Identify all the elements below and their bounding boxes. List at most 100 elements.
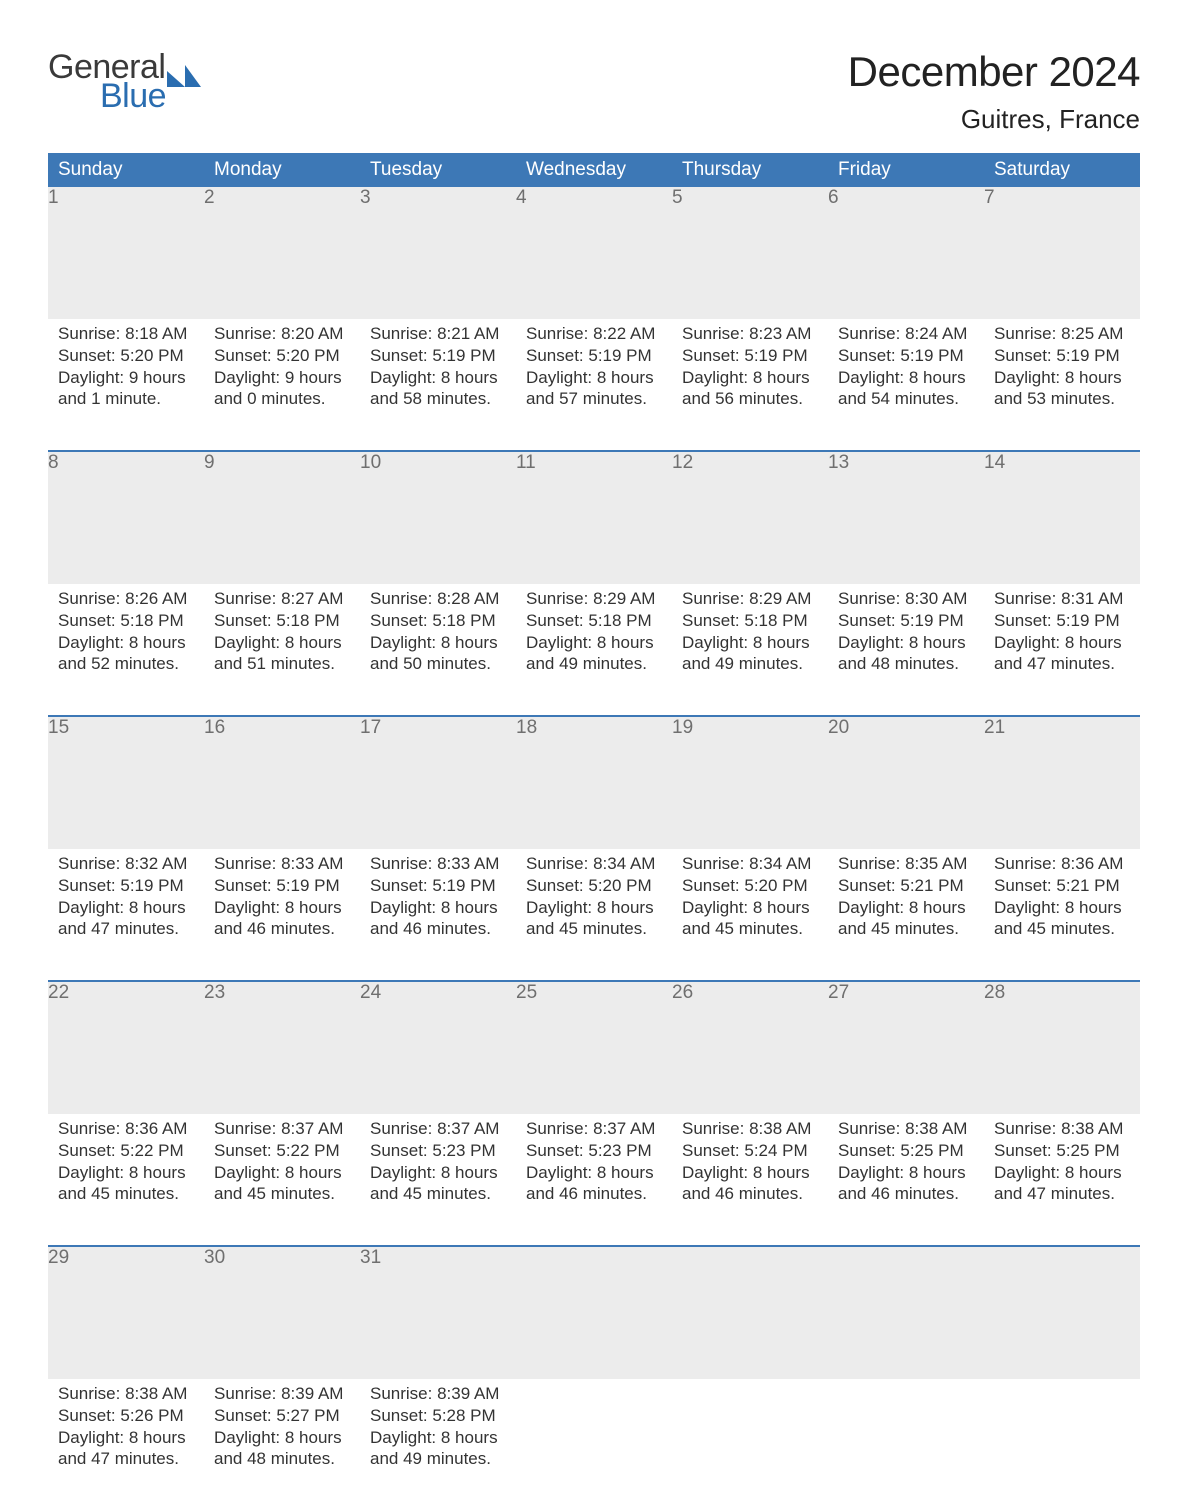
day-sunset: Sunset: 5:19 PM [994, 345, 1130, 367]
day-number: 22 [48, 982, 204, 1114]
day-d2: and 47 minutes. [994, 653, 1130, 675]
day-d2: and 52 minutes. [58, 653, 194, 675]
day-d1: Daylight: 8 hours [526, 1162, 662, 1184]
day-header: Friday [828, 153, 984, 187]
day-d1: Daylight: 8 hours [370, 897, 506, 919]
day-sunset: Sunset: 5:19 PM [526, 345, 662, 367]
day-d1: Daylight: 8 hours [370, 367, 506, 389]
day-d2: and 46 minutes. [682, 1183, 818, 1205]
day-content-row: Sunrise: 8:18 AMSunset: 5:20 PMDaylight:… [48, 319, 1140, 451]
day-d2: and 47 minutes. [58, 918, 194, 940]
day-sunset: Sunset: 5:20 PM [58, 345, 194, 367]
day-number: 14 [984, 452, 1140, 584]
day-d2: and 48 minutes. [838, 653, 974, 675]
day-sunrise: Sunrise: 8:20 AM [214, 323, 350, 345]
day-d1: Daylight: 8 hours [58, 1427, 194, 1449]
day-sunset: Sunset: 5:18 PM [214, 610, 350, 632]
day-sunrise: Sunrise: 8:23 AM [682, 323, 818, 345]
day-d1: Daylight: 8 hours [526, 632, 662, 654]
brand-word2: Blue [100, 77, 201, 116]
day-number: 2 [204, 187, 360, 319]
day-number-row: 293031 [48, 1247, 1140, 1379]
day-d1: Daylight: 9 hours [58, 367, 194, 389]
day-sunrise: Sunrise: 8:28 AM [370, 588, 506, 610]
day-sunset: Sunset: 5:27 PM [214, 1405, 350, 1427]
calendar-table: SundayMondayTuesdayWednesdayThursdayFrid… [48, 153, 1140, 1511]
day-cell: Sunrise: 8:18 AMSunset: 5:20 PMDaylight:… [48, 319, 204, 451]
day-number: 8 [48, 452, 204, 584]
day-sunset: Sunset: 5:19 PM [58, 875, 194, 897]
day-number: 9 [204, 452, 360, 584]
day-sunset: Sunset: 5:18 PM [370, 610, 506, 632]
day-sunrise: Sunrise: 8:24 AM [838, 323, 974, 345]
day-cell: Sunrise: 8:20 AMSunset: 5:20 PMDaylight:… [204, 319, 360, 451]
day-cell: Sunrise: 8:27 AMSunset: 5:18 PMDaylight:… [204, 584, 360, 716]
day-cell: Sunrise: 8:39 AMSunset: 5:28 PMDaylight:… [360, 1379, 516, 1511]
day-sunrise: Sunrise: 8:34 AM [682, 853, 818, 875]
day-header: Thursday [672, 153, 828, 187]
day-sunrise: Sunrise: 8:39 AM [214, 1383, 350, 1405]
day-number: 16 [204, 717, 360, 849]
day-d1: Daylight: 8 hours [838, 367, 974, 389]
day-cell [672, 1379, 828, 1511]
day-number: 18 [516, 717, 672, 849]
day-d2: and 45 minutes. [526, 918, 662, 940]
day-d1: Daylight: 8 hours [58, 632, 194, 654]
month-title: December 2024 [848, 48, 1140, 96]
day-number: 15 [48, 717, 204, 849]
day-d2: and 45 minutes. [994, 918, 1130, 940]
day-cell: Sunrise: 8:33 AMSunset: 5:19 PMDaylight:… [360, 849, 516, 981]
day-d1: Daylight: 8 hours [682, 632, 818, 654]
day-cell: Sunrise: 8:37 AMSunset: 5:23 PMDaylight:… [516, 1114, 672, 1246]
day-number: 31 [360, 1247, 516, 1379]
day-number: 4 [516, 187, 672, 319]
day-number: 24 [360, 982, 516, 1114]
day-sunrise: Sunrise: 8:21 AM [370, 323, 506, 345]
day-sunset: Sunset: 5:23 PM [526, 1140, 662, 1162]
day-number-row: 1234567 [48, 187, 1140, 319]
day-d1: Daylight: 8 hours [370, 632, 506, 654]
day-d1: Daylight: 8 hours [214, 632, 350, 654]
day-sunset: Sunset: 5:21 PM [838, 875, 974, 897]
day-number: 17 [360, 717, 516, 849]
header-bar: General Blue December 2024 Guitres, Fran… [48, 48, 1140, 135]
day-sunrise: Sunrise: 8:38 AM [58, 1383, 194, 1405]
day-cell: Sunrise: 8:30 AMSunset: 5:19 PMDaylight:… [828, 584, 984, 716]
day-cell: Sunrise: 8:25 AMSunset: 5:19 PMDaylight:… [984, 319, 1140, 451]
day-cell: Sunrise: 8:37 AMSunset: 5:23 PMDaylight:… [360, 1114, 516, 1246]
day-d1: Daylight: 8 hours [838, 1162, 974, 1184]
day-d2: and 48 minutes. [214, 1448, 350, 1470]
day-content-row: Sunrise: 8:32 AMSunset: 5:19 PMDaylight:… [48, 849, 1140, 981]
day-cell: Sunrise: 8:29 AMSunset: 5:18 PMDaylight:… [516, 584, 672, 716]
day-sunrise: Sunrise: 8:31 AM [994, 588, 1130, 610]
day-number: 3 [360, 187, 516, 319]
day-number: 13 [828, 452, 984, 584]
day-d2: and 54 minutes. [838, 388, 974, 410]
day-d1: Daylight: 8 hours [58, 1162, 194, 1184]
day-d2: and 49 minutes. [682, 653, 818, 675]
calendar-header: SundayMondayTuesdayWednesdayThursdayFrid… [48, 153, 1140, 187]
day-cell: Sunrise: 8:36 AMSunset: 5:21 PMDaylight:… [984, 849, 1140, 981]
day-d1: Daylight: 8 hours [214, 897, 350, 919]
title-block: December 2024 Guitres, France [848, 48, 1140, 135]
day-d2: and 45 minutes. [58, 1183, 194, 1205]
day-number: 21 [984, 717, 1140, 849]
day-d2: and 45 minutes. [214, 1183, 350, 1205]
day-sunrise: Sunrise: 8:30 AM [838, 588, 974, 610]
day-cell: Sunrise: 8:22 AMSunset: 5:19 PMDaylight:… [516, 319, 672, 451]
day-number: 10 [360, 452, 516, 584]
day-cell: Sunrise: 8:31 AMSunset: 5:19 PMDaylight:… [984, 584, 1140, 716]
day-number: 7 [984, 187, 1140, 319]
day-d2: and 46 minutes. [838, 1183, 974, 1205]
day-number-row: 891011121314 [48, 452, 1140, 584]
day-d1: Daylight: 8 hours [994, 632, 1130, 654]
day-cell [516, 1379, 672, 1511]
day-content-row: Sunrise: 8:26 AMSunset: 5:18 PMDaylight:… [48, 584, 1140, 716]
day-d2: and 1 minute. [58, 388, 194, 410]
day-header: Monday [204, 153, 360, 187]
day-d1: Daylight: 8 hours [682, 897, 818, 919]
day-sunset: Sunset: 5:20 PM [214, 345, 350, 367]
day-d1: Daylight: 8 hours [838, 632, 974, 654]
day-sunrise: Sunrise: 8:26 AM [58, 588, 194, 610]
day-d2: and 58 minutes. [370, 388, 506, 410]
